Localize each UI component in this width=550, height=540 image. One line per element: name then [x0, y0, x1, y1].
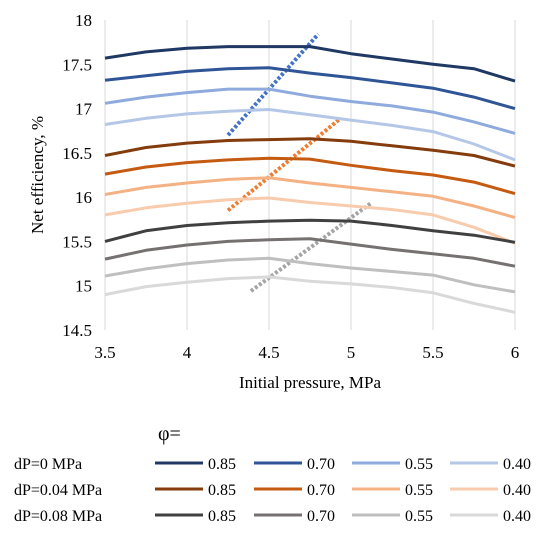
- x-tick-label: 3.5: [94, 343, 115, 362]
- legend-phi-label: 0.70: [307, 456, 335, 473]
- series-line: [104, 237, 516, 268]
- x-tick-label: 6: [511, 343, 520, 362]
- series-line: [104, 87, 516, 135]
- trend-line: [226, 117, 341, 212]
- y-axis-ticks: 14.5 15 15.5 16 16.5 17 17.5 18: [62, 11, 92, 340]
- legend-phi-label: 0.55: [405, 456, 433, 473]
- series-line: [104, 218, 516, 244]
- x-tick-label: 4.5: [258, 343, 279, 362]
- x-tick-label: 5.5: [422, 343, 443, 362]
- y-tick-label: 18: [75, 11, 92, 30]
- series-line: [104, 196, 516, 245]
- legend-phi-label: 0.70: [307, 508, 335, 525]
- legend: φ= dP=0 MPa 0.85 0.70 0.55 0.40 dP=0.04 MPa 0.…: [14, 423, 531, 525]
- legend-phi-label: 0.70: [307, 482, 335, 499]
- legend-phi-label: 0.40: [503, 482, 531, 499]
- data-series: [104, 45, 516, 314]
- y-tick-label: 15: [75, 277, 92, 296]
- legend-phi-label: 0.85: [208, 456, 236, 473]
- legend-phi-label: 0.40: [503, 508, 531, 525]
- x-axis-title: Initial pressure, MPa: [239, 373, 382, 392]
- series-line: [104, 156, 516, 196]
- series-line: [104, 176, 516, 219]
- legend-phi-label: 0.55: [405, 508, 433, 525]
- y-axis-title: Net efficiency, %: [28, 116, 47, 234]
- y-tick-label: 17: [75, 100, 93, 119]
- series-line: [104, 275, 516, 314]
- y-tick-label: 14.5: [62, 321, 92, 340]
- x-tick-label: 4: [183, 343, 192, 362]
- series-line: [104, 108, 516, 162]
- y-tick-label: 15.5: [62, 232, 92, 251]
- trend-line: [226, 32, 320, 137]
- legend-phi-label: 0.85: [208, 482, 236, 499]
- series-line: [104, 66, 516, 111]
- trend-lines: [226, 32, 372, 293]
- y-tick-label: 16: [75, 188, 92, 207]
- series-line: [104, 256, 516, 294]
- legend-row-label: dP=0 MPa: [14, 456, 82, 473]
- legend-phi-label: 0.85: [208, 508, 236, 525]
- legend-header: φ=: [158, 423, 181, 445]
- y-tick-label: 16.5: [62, 144, 92, 163]
- legend-row-label: dP=0.04 MPa: [14, 482, 102, 499]
- legend-phi-label: 0.40: [503, 456, 531, 473]
- legend-row-label: dP=0.08 MPa: [14, 508, 102, 525]
- y-tick-label: 17.5: [62, 55, 92, 74]
- x-axis-ticks: 3.5 4 4.5 5 5.5 6: [94, 343, 519, 362]
- series-line: [104, 137, 516, 168]
- legend-phi-label: 0.55: [405, 482, 433, 499]
- x-tick-label: 5: [347, 343, 356, 362]
- series-line: [104, 45, 516, 83]
